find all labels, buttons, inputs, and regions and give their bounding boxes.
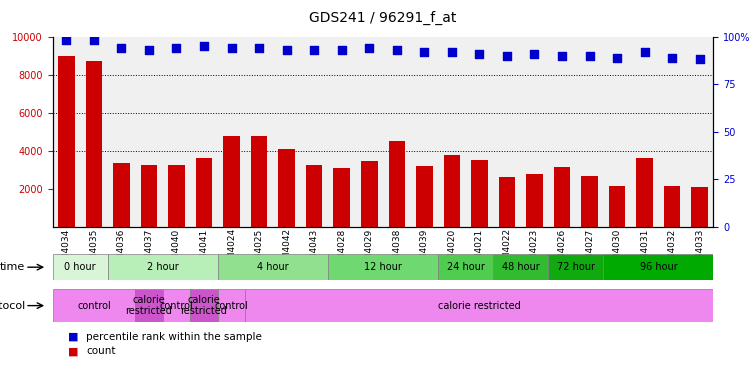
Bar <box>58 56 74 227</box>
Text: protocol: protocol <box>0 300 25 311</box>
Bar <box>603 254 713 280</box>
Bar <box>196 158 213 227</box>
Point <box>611 55 623 60</box>
Point <box>170 45 182 51</box>
Point <box>116 45 128 51</box>
Point <box>556 53 568 59</box>
Bar <box>493 254 548 280</box>
Text: control: control <box>160 300 193 311</box>
Point <box>418 49 430 55</box>
Bar <box>53 289 135 322</box>
Bar <box>692 187 708 227</box>
Bar <box>246 289 713 322</box>
Bar <box>438 254 493 280</box>
Text: 12 hour: 12 hour <box>364 262 402 272</box>
Text: time: time <box>0 262 25 272</box>
Text: 2 hour: 2 hour <box>147 262 179 272</box>
Bar <box>328 254 438 280</box>
Text: control: control <box>215 300 249 311</box>
Text: count: count <box>86 346 116 356</box>
Point <box>501 53 513 59</box>
Point <box>253 45 265 51</box>
Point <box>281 47 293 53</box>
Bar <box>526 173 543 227</box>
Point <box>529 51 541 57</box>
Bar <box>223 135 240 227</box>
Point <box>391 47 403 53</box>
Bar <box>581 176 598 227</box>
Text: GDS241 / 96291_f_at: GDS241 / 96291_f_at <box>309 11 457 25</box>
Point <box>60 37 72 43</box>
Text: calorie restricted: calorie restricted <box>438 300 520 311</box>
Text: 0 hour: 0 hour <box>65 262 96 272</box>
Bar <box>471 160 487 227</box>
Bar <box>553 167 570 227</box>
Point <box>446 49 458 55</box>
Text: calorie
restricted: calorie restricted <box>125 295 173 317</box>
Point <box>336 47 348 53</box>
Bar <box>548 254 603 280</box>
Text: control: control <box>77 300 110 311</box>
Bar <box>53 254 107 280</box>
Point <box>694 56 706 62</box>
Bar <box>636 158 653 227</box>
Bar <box>306 165 322 227</box>
Bar <box>251 135 267 227</box>
Bar <box>107 254 218 280</box>
Text: 96 hour: 96 hour <box>640 262 677 272</box>
Text: calorie
restricted: calorie restricted <box>180 295 228 317</box>
Point <box>308 47 320 53</box>
Point <box>363 45 376 51</box>
Bar <box>218 254 328 280</box>
Bar <box>113 163 130 227</box>
Point <box>88 37 100 43</box>
Point <box>666 55 678 60</box>
Bar <box>218 289 246 322</box>
Text: ■: ■ <box>68 332 78 342</box>
Bar <box>388 141 405 227</box>
Bar <box>416 166 433 227</box>
Point <box>638 49 650 55</box>
Bar <box>444 154 460 227</box>
Bar <box>499 178 515 227</box>
Point <box>143 47 155 53</box>
Bar <box>609 186 626 227</box>
Point <box>225 45 237 51</box>
Bar <box>86 61 102 227</box>
Text: ■: ■ <box>68 346 78 356</box>
Bar <box>135 289 163 322</box>
Text: 72 hour: 72 hour <box>556 262 595 272</box>
Bar <box>140 165 157 227</box>
Bar <box>333 168 350 227</box>
Bar <box>163 289 190 322</box>
Point <box>198 43 210 49</box>
Text: 48 hour: 48 hour <box>502 262 539 272</box>
Bar <box>361 161 378 227</box>
Point <box>473 51 485 57</box>
Bar <box>664 186 680 227</box>
Text: 4 hour: 4 hour <box>257 262 288 272</box>
Bar <box>168 165 185 227</box>
Text: 24 hour: 24 hour <box>447 262 484 272</box>
Point <box>584 53 596 59</box>
Bar <box>279 149 295 227</box>
Bar <box>190 289 218 322</box>
Text: percentile rank within the sample: percentile rank within the sample <box>86 332 262 342</box>
